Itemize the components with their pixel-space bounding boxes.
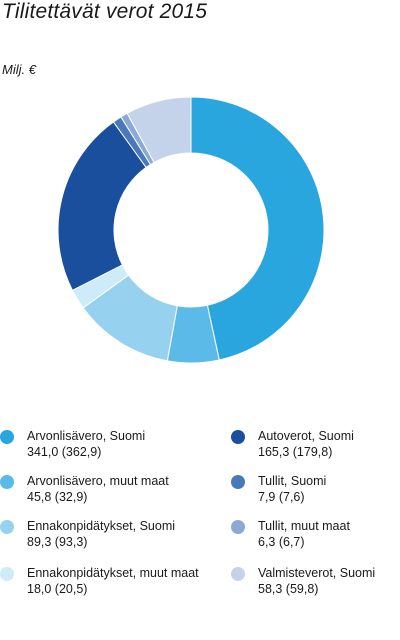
legend-item: Tullit, muut maat 6,3 (6,7) xyxy=(231,518,400,552)
legend-value: 341,0 (362,9) xyxy=(27,445,102,459)
legend-value: 7,9 (7,6) xyxy=(258,490,305,504)
legend-value: 58,3 (59,8) xyxy=(258,582,319,596)
legend-label: Tullit, Suomi xyxy=(258,474,327,488)
legend-item: Arvonlisävero, Suomi 341,0 (362,9) xyxy=(0,428,200,462)
legend-label: Arvonlisävero, Suomi xyxy=(27,429,146,443)
legend-swatch xyxy=(0,430,14,444)
legend-swatch xyxy=(231,520,245,534)
legend-value: 18,0 (20,5) xyxy=(27,582,88,596)
legend-item: Arvonlisävero, muut maat 45,8 (32,9) xyxy=(0,473,200,507)
legend-swatch xyxy=(231,567,245,581)
legend-swatch xyxy=(0,475,14,489)
legend-value: 6,3 (6,7) xyxy=(258,535,305,549)
legend-label: Autoverot, Suomi xyxy=(258,429,354,443)
donut-slice xyxy=(190,96,325,361)
legend-label: Ennakonpidätykset, Suomi xyxy=(27,519,176,533)
legend-swatch xyxy=(0,520,14,534)
legend-swatch xyxy=(0,567,14,581)
legend-item: Ennakonpidätykset, Suomi 89,3 (93,3) xyxy=(0,518,200,552)
legend-value: 165,3 (179,8) xyxy=(258,445,333,459)
donut-chart xyxy=(57,96,325,364)
donut-slice xyxy=(126,96,192,164)
donut-slice xyxy=(57,121,147,291)
legend-value: 45,8 (32,9) xyxy=(27,490,88,504)
legend-label: Tullit, muut maat xyxy=(258,519,350,533)
legend-item: Valmisteverot, Suomi 58,3 (59,8) xyxy=(231,565,400,599)
legend-item: Autoverot, Suomi 165,3 (179,8) xyxy=(231,428,400,462)
legend-value: 89,3 (93,3) xyxy=(27,535,88,549)
legend-item: Tullit, Suomi 7,9 (7,6) xyxy=(231,473,400,507)
legend-label: Valmisteverot, Suomi xyxy=(258,566,376,580)
unit-label: Milj. € xyxy=(2,62,36,77)
legend-label: Arvonlisävero, muut maat xyxy=(27,474,169,488)
legend-label: Ennakonpidätykset, muut maat xyxy=(27,566,199,580)
legend-item: Ennakonpidätykset, muut maat 18,0 (20,5) xyxy=(0,565,200,599)
legend-swatch xyxy=(231,475,245,489)
legend-swatch xyxy=(231,430,245,444)
chart-title: Tilitettävät verot 2015 xyxy=(2,0,208,23)
